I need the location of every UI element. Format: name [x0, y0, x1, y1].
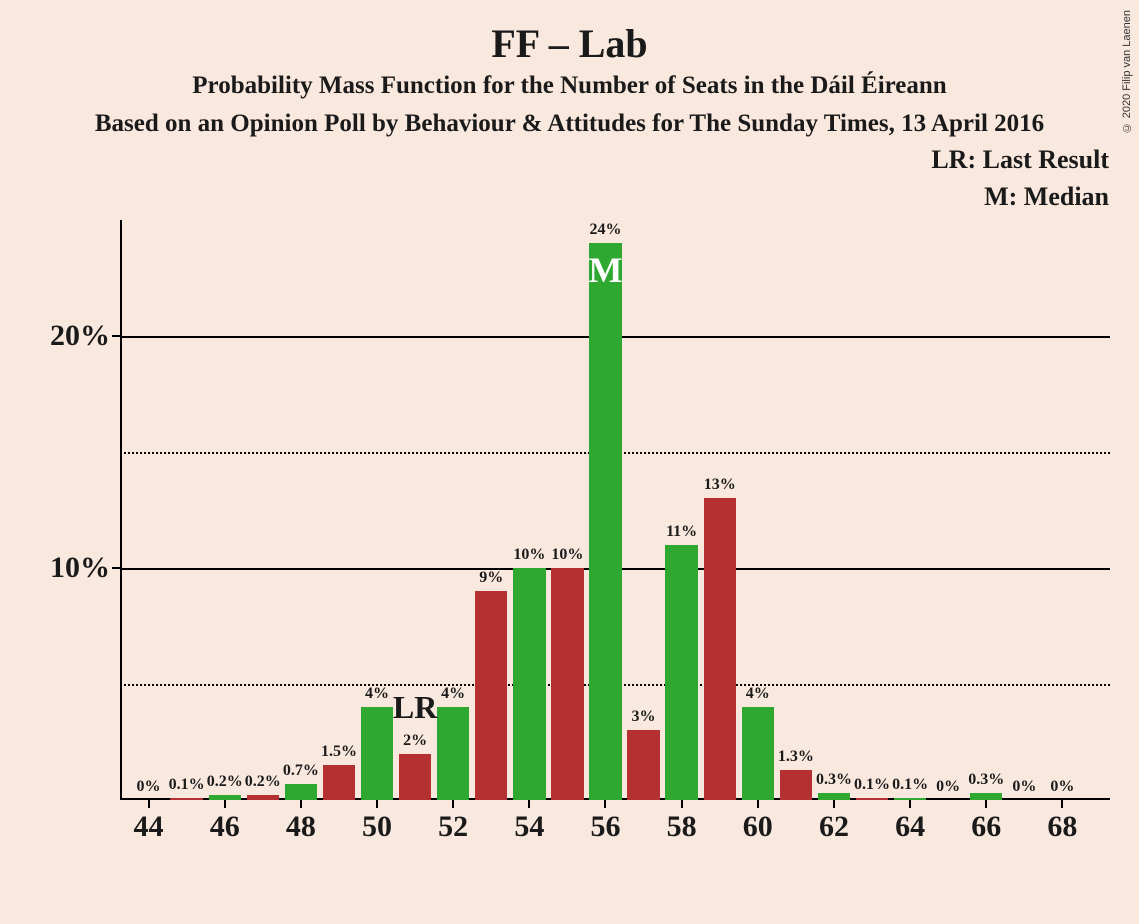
- bar-value-label: 0.1%: [892, 776, 928, 794]
- chart-subtitle-1: Probability Mass Function for the Number…: [0, 72, 1139, 100]
- bar-value-label: 0.3%: [968, 771, 1004, 789]
- x-tick-label: 54: [514, 810, 544, 844]
- y-tick-mark: [112, 567, 120, 569]
- x-tick-mark: [757, 800, 759, 808]
- bar: [551, 568, 583, 800]
- bar-value-label: 10%: [551, 546, 583, 564]
- x-tick-label: 50: [362, 810, 392, 844]
- bar-value-label: 0.7%: [283, 762, 319, 780]
- bar-value-label: 0%: [1012, 778, 1036, 796]
- legend-lr: LR: Last Result: [931, 145, 1109, 175]
- bar: [475, 591, 507, 800]
- bar: [285, 784, 317, 800]
- chart-subtitle-2: Based on an Opinion Poll by Behaviour & …: [0, 110, 1139, 138]
- bar-value-label: 1.5%: [321, 743, 357, 761]
- bar: [818, 793, 850, 800]
- x-tick-mark: [376, 800, 378, 808]
- bar: [665, 545, 697, 800]
- bar: [589, 243, 621, 800]
- lr-marker: LR: [393, 689, 437, 726]
- x-tick-mark: [452, 800, 454, 808]
- chart-container: FF – Lab Probability Mass Function for t…: [0, 0, 1139, 924]
- bar-value-label: 4%: [746, 685, 770, 703]
- bar-value-label: 4%: [441, 685, 465, 703]
- x-tick-mark: [909, 800, 911, 808]
- bar-value-label: 11%: [666, 523, 697, 541]
- bar-value-label: 2%: [403, 732, 427, 750]
- bar-value-label: 0.3%: [816, 771, 852, 789]
- bar: [437, 707, 469, 800]
- x-tick-label: 62: [819, 810, 849, 844]
- legend-m: M: Median: [984, 182, 1109, 212]
- x-tick-mark: [1061, 800, 1063, 808]
- x-tick-mark: [985, 800, 987, 808]
- x-tick-label: 56: [590, 810, 620, 844]
- x-tick-mark: [148, 800, 150, 808]
- plot-area: 10%20%0%0.1%0.2%0.2%0.7%1.5%4%2%4%9%10%1…: [120, 220, 1110, 800]
- bar-value-label: 4%: [365, 685, 389, 703]
- bar-value-label: 0.1%: [169, 776, 205, 794]
- copyright-text: © 2020 Filip van Laenen: [1121, 10, 1133, 133]
- x-tick-label: 44: [134, 810, 164, 844]
- y-axis: [120, 220, 122, 800]
- bar-value-label: 0%: [1050, 778, 1074, 796]
- x-tick-mark: [604, 800, 606, 808]
- bar: [742, 707, 774, 800]
- bar-value-label: 0%: [936, 778, 960, 796]
- x-tick-mark: [528, 800, 530, 808]
- y-tick-label: 10%: [50, 551, 110, 585]
- bar: [513, 568, 545, 800]
- bar: [170, 798, 202, 800]
- bar: [323, 765, 355, 800]
- x-tick-label: 52: [438, 810, 468, 844]
- x-tick-label: 48: [286, 810, 316, 844]
- bar: [856, 798, 888, 800]
- bar-value-label: 3%: [632, 708, 656, 726]
- x-tick-mark: [681, 800, 683, 808]
- bar-value-label: 0.2%: [207, 773, 243, 791]
- x-tick-label: 46: [210, 810, 240, 844]
- y-tick-mark: [112, 335, 120, 337]
- x-tick-label: 66: [971, 810, 1001, 844]
- bar-value-label: 13%: [704, 476, 736, 494]
- x-tick-mark: [300, 800, 302, 808]
- x-tick-label: 64: [895, 810, 925, 844]
- x-tick-label: 68: [1047, 810, 1077, 844]
- x-tick-mark: [224, 800, 226, 808]
- bar-value-label: 9%: [479, 569, 503, 587]
- bar-value-label: 0.1%: [854, 776, 890, 794]
- median-marker: M: [588, 249, 622, 291]
- bar: [780, 770, 812, 800]
- bar: [704, 498, 736, 800]
- x-tick-mark: [833, 800, 835, 808]
- bar-value-label: 1.3%: [778, 748, 814, 766]
- bar: [361, 707, 393, 800]
- bar-value-label: 0%: [137, 778, 161, 796]
- bar: [399, 754, 431, 800]
- bar: [247, 795, 279, 800]
- chart-title: FF – Lab: [0, 20, 1139, 67]
- bar: [627, 730, 659, 800]
- bar-value-label: 24%: [589, 221, 621, 239]
- bar-value-label: 10%: [513, 546, 545, 564]
- bar: [970, 793, 1002, 800]
- bar-value-label: 0.2%: [245, 773, 281, 791]
- y-tick-label: 20%: [50, 319, 110, 353]
- x-tick-label: 60: [743, 810, 773, 844]
- x-tick-label: 58: [667, 810, 697, 844]
